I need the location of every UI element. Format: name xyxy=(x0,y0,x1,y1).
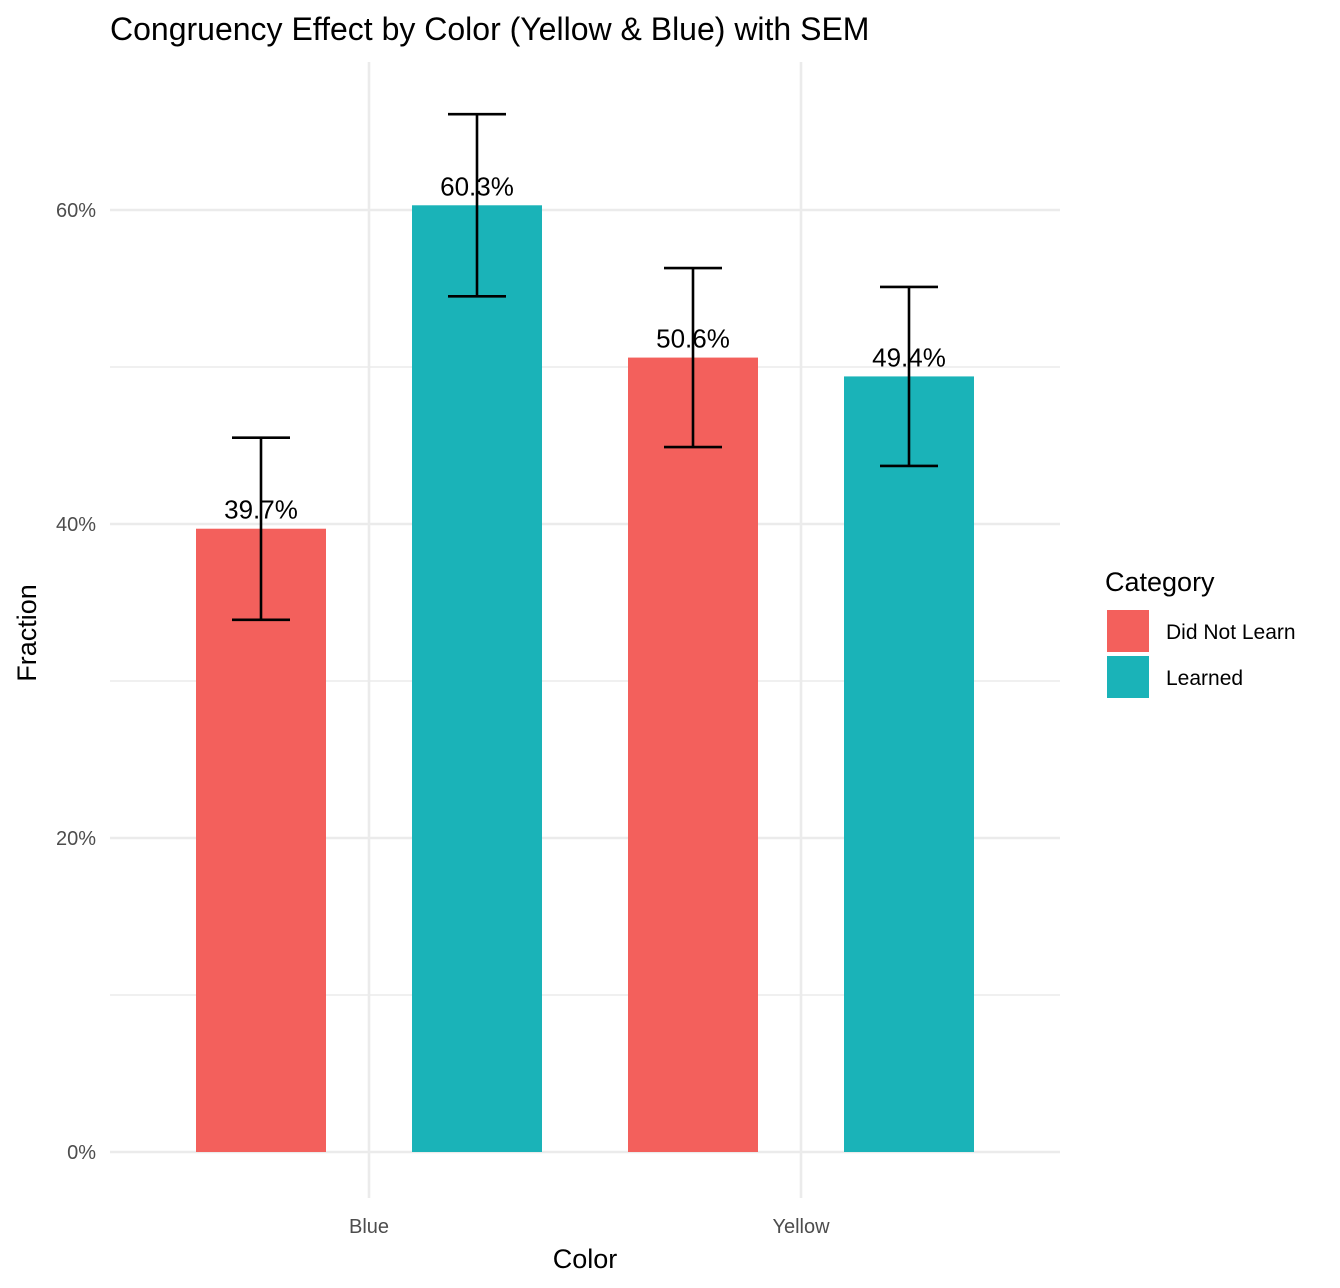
legend-key xyxy=(1107,656,1149,698)
bar xyxy=(844,376,974,1152)
error-bar xyxy=(232,436,290,622)
legend-key xyxy=(1107,610,1149,652)
bar-value-label: 39.7% xyxy=(224,495,298,525)
y-tick-label: 20% xyxy=(56,828,96,850)
bar-labels-layer: 39.7% 50.6% 60.3% 49.4% xyxy=(224,171,946,524)
legend-label: Learned xyxy=(1166,667,1243,690)
error-bars-layer xyxy=(232,112,938,622)
y-tick-label: 40% xyxy=(56,514,96,536)
legend-title: Category xyxy=(1105,567,1215,597)
y-axis-title: Fraction xyxy=(12,584,42,682)
error-bar xyxy=(664,266,722,449)
bar xyxy=(196,528,326,1152)
error-bar xyxy=(880,285,938,468)
y-tick-label: 0% xyxy=(67,1142,96,1164)
bar-value-label: 60.3% xyxy=(440,171,514,201)
bars-layer xyxy=(196,205,974,1153)
x-axis-title: Color xyxy=(553,1244,618,1274)
x-tick-label: Yellow xyxy=(772,1216,830,1238)
x-tick-label: Blue xyxy=(349,1216,389,1238)
bar-value-label: 50.6% xyxy=(656,324,730,354)
legend-label: Did Not Learn xyxy=(1166,621,1296,644)
legend-items: Did Not Learn Learned xyxy=(1107,610,1296,698)
bar-value-label: 49.4% xyxy=(872,342,946,372)
chart-title: Congruency Effect by Color (Yellow & Blu… xyxy=(110,11,869,47)
error-bar xyxy=(448,112,506,298)
axis-layer: 0% 20% 40% 60% Blue Yellow xyxy=(56,200,830,1238)
bar xyxy=(412,205,542,1153)
y-tick-label: 60% xyxy=(56,200,96,222)
legend: Category Did Not Learn Learned xyxy=(1105,567,1296,698)
bar xyxy=(628,357,758,1153)
